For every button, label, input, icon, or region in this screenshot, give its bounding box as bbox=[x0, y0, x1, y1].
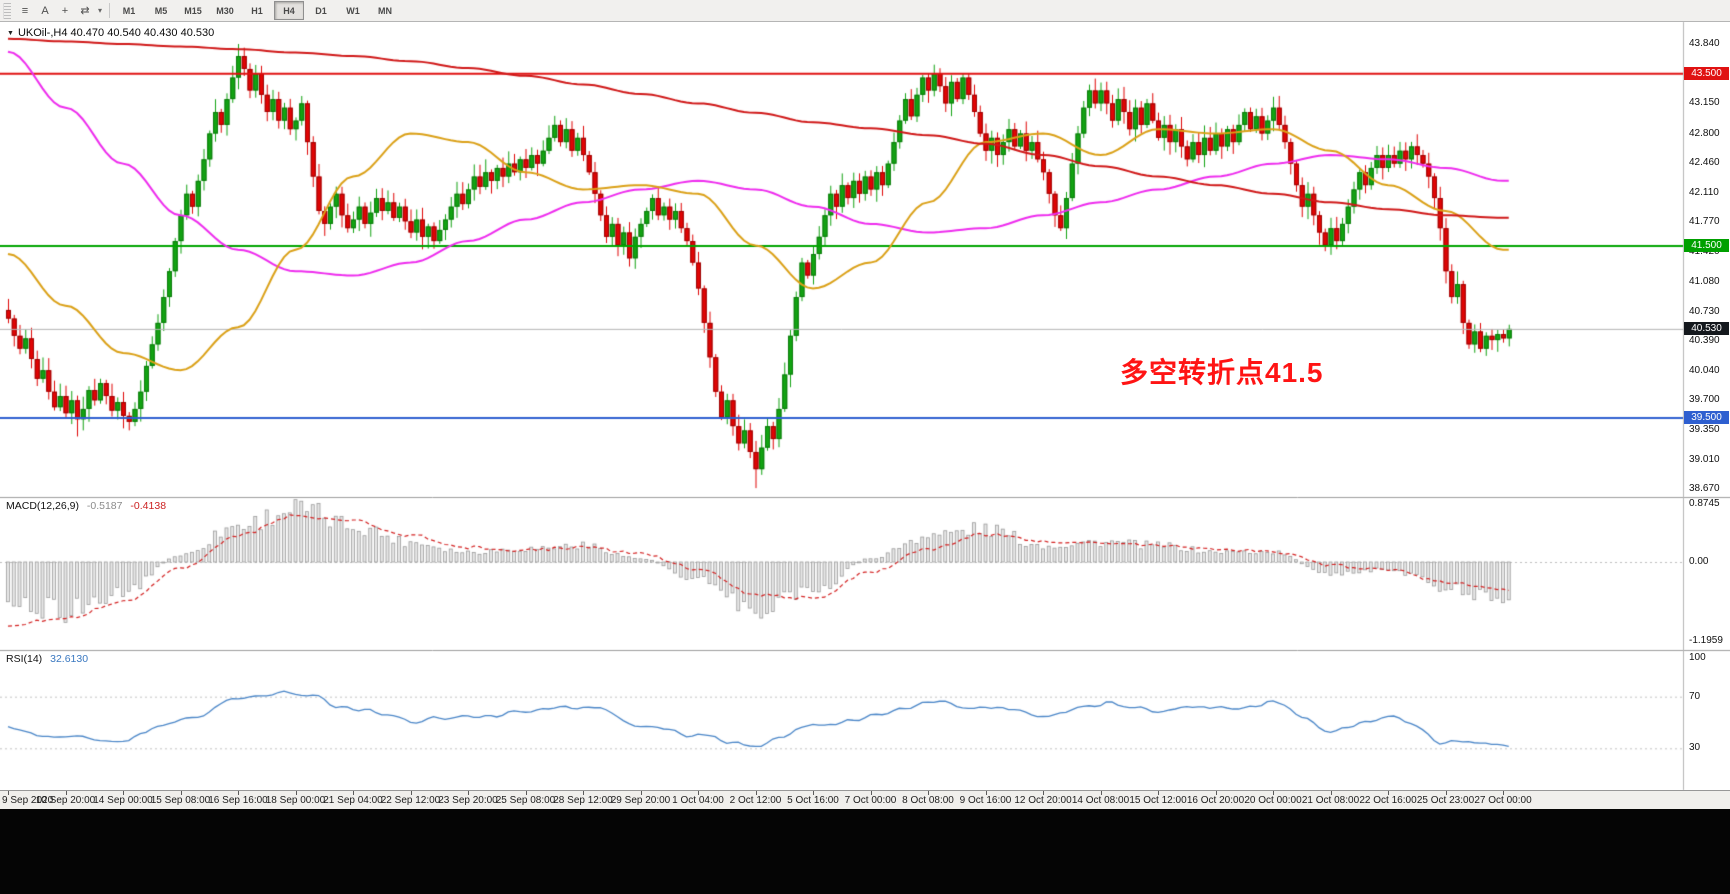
timeframe-h4-button[interactable]: H4 bbox=[274, 1, 304, 20]
chart-annotation[interactable]: 多空转折点41.5 bbox=[1120, 357, 1324, 388]
rsi-value: 32.6130 bbox=[50, 653, 89, 665]
symbol-ohlc-header: ▼ UKOil-,H4 40.470 40.540 40.430 40.530 bbox=[7, 27, 214, 39]
time-axis-tick bbox=[238, 791, 239, 795]
time-axis-tick bbox=[583, 791, 584, 795]
time-axis-label: 16 Sep 16:00 bbox=[208, 795, 268, 806]
timeframe-w1-button[interactable]: W1 bbox=[346, 5, 360, 16]
toolbar-separator bbox=[109, 3, 110, 18]
time-axis-label: 15 Oct 12:00 bbox=[1129, 795, 1187, 806]
text-annotation-icon[interactable]: A bbox=[41, 4, 49, 17]
macd-signal-value: -0.4138 bbox=[130, 500, 167, 512]
time-axis-tick bbox=[468, 791, 469, 795]
time-axis-label: 12 Oct 20:00 bbox=[1014, 795, 1072, 806]
time-axis-tick bbox=[123, 791, 124, 795]
timeframe-h1-button[interactable]: H1 bbox=[251, 5, 263, 16]
time-axis-label: 20 Oct 00:00 bbox=[1244, 795, 1302, 806]
time-axis-tick bbox=[1330, 791, 1332, 795]
timeframe-d1-button[interactable]: D1 bbox=[315, 5, 327, 16]
time-axis-label: 28 Sep 12:00 bbox=[553, 795, 613, 806]
time-axis-label: 29 Sep 20:00 bbox=[610, 795, 671, 806]
toolbar-icons: ≡ A + ⇄ ▾ bbox=[15, 2, 105, 20]
toolbar: ≡ A + ⇄ ▾ M1 M5 M15 M30 H1 H4 D1 W1 MN bbox=[0, 0, 1730, 22]
time-axis-tick bbox=[180, 791, 182, 795]
rsi-label: RSI(14) bbox=[6, 653, 43, 665]
timeframe-m5-button[interactable]: M5 bbox=[154, 5, 168, 16]
symbol-ohlc-text: UKOil-,H4 40.470 40.540 40.430 40.530 bbox=[17, 27, 215, 39]
time-axis[interactable]: 9 Sep 2020 10 Sep 20:00 14 Sep 00:00 15 Sep… bbox=[0, 790, 1730, 809]
time-axis-tick bbox=[1158, 791, 1159, 795]
time-axis-tick bbox=[928, 791, 929, 795]
time-axis-label: 21 Sep 04:00 bbox=[323, 795, 383, 806]
time-axis-label: 22 Oct 16:00 bbox=[1359, 795, 1417, 806]
timeframe-m30-button[interactable]: M30 bbox=[216, 5, 234, 16]
symbol-dropdown-icon[interactable]: ▼ bbox=[7, 29, 14, 37]
time-axis-tick bbox=[1445, 791, 1447, 795]
time-axis-tick bbox=[813, 791, 814, 795]
crosshair-icon[interactable]: + bbox=[61, 4, 69, 17]
time-axis-tick bbox=[8, 791, 9, 795]
time-axis-label: 25 Sep 08:00 bbox=[495, 795, 556, 806]
time-axis-label: 25 Oct 23:00 bbox=[1416, 795, 1475, 806]
time-axis-label: 7 Oct 00:00 bbox=[844, 795, 897, 806]
time-axis-label: 9 Sep 2020 bbox=[2, 795, 54, 806]
time-axis-tick bbox=[755, 791, 757, 795]
time-axis-label: 1 Oct 04:00 bbox=[672, 795, 724, 806]
timeframe-mn-button[interactable]: MN bbox=[378, 5, 392, 16]
dropdown-caret-icon[interactable]: ▾ bbox=[97, 6, 102, 15]
time-axis-label: 18 Sep 00:00 bbox=[265, 795, 326, 806]
time-axis-tick bbox=[65, 791, 67, 795]
time-axis-label: 10 Sep 20:00 bbox=[35, 795, 96, 806]
macd-main-value: -0.5187 bbox=[86, 500, 123, 512]
rsi-indicator-label: RSI(14) 32.6130 bbox=[6, 653, 88, 665]
time-axis-tick bbox=[985, 791, 987, 795]
time-axis-label: 9 Oct 16:00 bbox=[959, 795, 1012, 806]
time-axis-tick bbox=[1388, 791, 1389, 795]
time-axis-label: 5 Oct 16:00 bbox=[787, 795, 839, 806]
cycle-symbol-icon[interactable]: ⇄ bbox=[80, 5, 90, 17]
time-axis-tick bbox=[353, 791, 354, 795]
time-axis-label: 15 Sep 08:00 bbox=[150, 795, 211, 806]
toolbar-grip[interactable] bbox=[3, 2, 11, 19]
timeframe-m1-button[interactable]: M1 bbox=[122, 5, 136, 16]
time-axis-tick bbox=[525, 791, 527, 795]
time-axis-label: 14 Sep 00:00 bbox=[93, 795, 153, 806]
macd-indicator-label: MACD(12,26,9) -0.5187 -0.4138 bbox=[6, 500, 166, 512]
time-axis-label: 22 Sep 12:00 bbox=[380, 795, 441, 806]
desktop-background bbox=[0, 809, 1730, 894]
time-axis-tick bbox=[1100, 791, 1102, 795]
macd-label: MACD(12,26,9) bbox=[6, 500, 79, 512]
time-axis-tick bbox=[1043, 791, 1044, 795]
charts-list-icon[interactable]: ≡ bbox=[21, 4, 29, 17]
time-axis-label: 14 Oct 08:00 bbox=[1071, 795, 1130, 806]
time-axis-tick bbox=[295, 791, 297, 795]
time-axis-tick bbox=[870, 791, 872, 795]
time-axis-label: 21 Oct 08:00 bbox=[1301, 795, 1360, 806]
time-axis-tick bbox=[410, 791, 412, 795]
time-axis-label: 8 Oct 08:00 bbox=[902, 795, 954, 806]
time-axis-label: 16 Oct 20:00 bbox=[1186, 795, 1245, 806]
time-axis-tick bbox=[698, 791, 699, 795]
time-axis-tick bbox=[1503, 791, 1504, 795]
time-axis-tick bbox=[1215, 791, 1217, 795]
time-axis-tick bbox=[1273, 791, 1274, 795]
time-axis-label: 23 Sep 20:00 bbox=[438, 795, 498, 806]
timeframe-buttons: M1 M5 M15 M30 H1 H4 D1 W1 MN bbox=[114, 1, 400, 20]
time-axis-label: 2 Oct 12:00 bbox=[729, 795, 782, 806]
time-axis-label: 27 Oct 00:00 bbox=[1474, 795, 1532, 806]
timeframe-m15-button[interactable]: M15 bbox=[184, 5, 202, 16]
time-axis-tick bbox=[640, 791, 642, 795]
